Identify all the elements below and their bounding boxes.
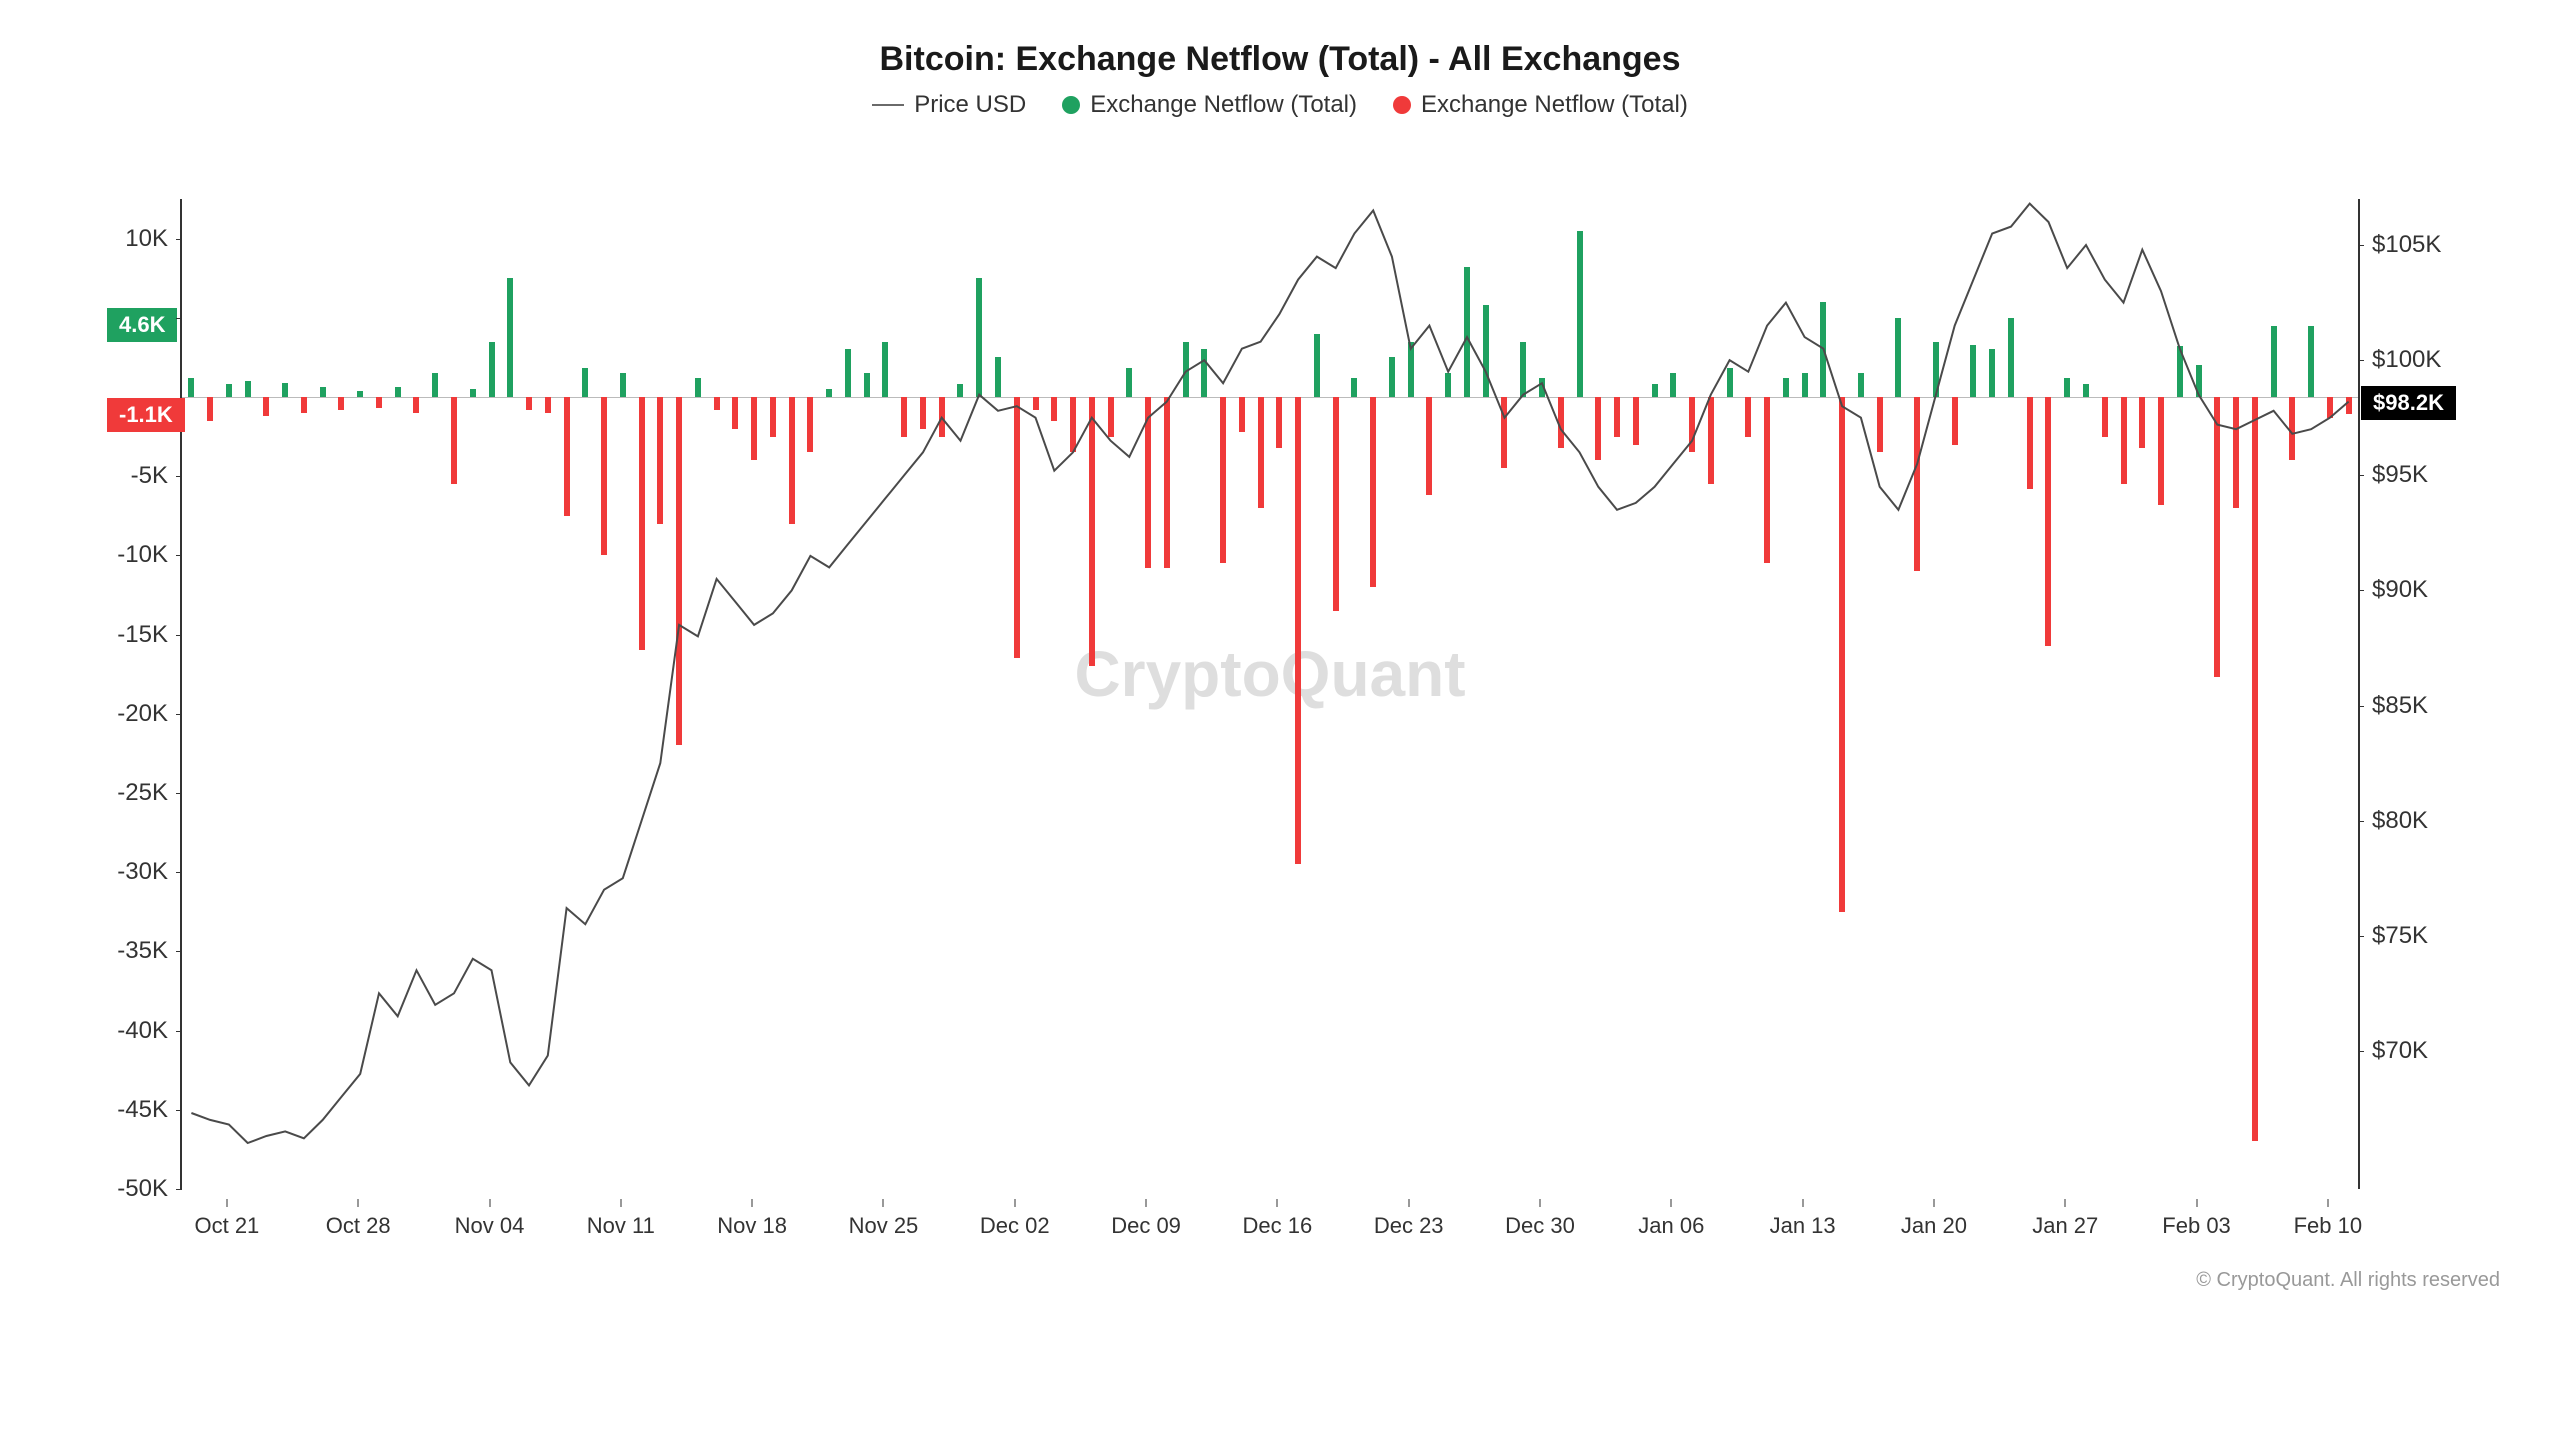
y-right-tick-mark — [2358, 706, 2364, 707]
legend-price-label: Price USD — [914, 91, 1026, 119]
chart-legend: Price USD Exchange Netflow (Total) Excha… — [60, 91, 2500, 119]
y-right-tick-label: $95K — [2372, 461, 2428, 489]
y-left-tick-label: -15K — [117, 621, 168, 649]
x-tick-label: Nov 18 — [717, 1213, 787, 1239]
y-right-tick-mark — [2358, 1051, 2364, 1052]
y-right-tick-label: $105K — [2372, 231, 2441, 259]
y-right-tick-label: $80K — [2372, 807, 2428, 835]
y-right-tick-mark — [2358, 360, 2364, 361]
x-tick-mark — [1671, 1199, 1672, 1207]
x-tick-label: Jan 06 — [1638, 1213, 1704, 1239]
y-left-tick-label: -30K — [117, 858, 168, 886]
chart-container: 10K -5K -10K -15K -20K -25K -30K -35K -40K -45K -5… — [70, 139, 2490, 1259]
legend-positive: Exchange Netflow (Total) — [1062, 91, 1357, 119]
y-left-tick-mark — [176, 951, 182, 952]
legend-negative: Exchange Netflow (Total) — [1393, 91, 1688, 119]
y-left-tick-mark — [176, 1110, 182, 1111]
y-left-tick-label: -40K — [117, 1017, 168, 1045]
y-left-tick-mark — [176, 635, 182, 636]
legend-price: Price USD — [872, 91, 1026, 119]
y-right-tick-mark — [2358, 475, 2364, 476]
x-tick-label: Dec 09 — [1111, 1213, 1181, 1239]
badge-netflow-negative: -1.1K — [107, 398, 185, 432]
x-tick-label: Feb 03 — [2162, 1213, 2231, 1239]
y-axis-left: 10K-5K-10K-15K-20K-25K-30K-35K-40K-45K-5… — [70, 199, 180, 1189]
x-tick-mark — [226, 1199, 227, 1207]
y-left-tick-mark — [176, 714, 182, 715]
y-right-tick-label: $70K — [2372, 1037, 2428, 1065]
x-tick-mark — [883, 1199, 884, 1207]
x-tick-mark — [2196, 1199, 2197, 1207]
y-right-tick-mark — [2358, 590, 2364, 591]
x-tick-label: Dec 16 — [1243, 1213, 1313, 1239]
y-left-tick-label: -10K — [117, 541, 168, 569]
x-tick-mark — [1014, 1199, 1015, 1207]
x-tick-label: Oct 28 — [326, 1213, 391, 1239]
x-tick-mark — [752, 1199, 753, 1207]
y-left-tick-mark — [176, 239, 182, 240]
legend-positive-label: Exchange Netflow (Total) — [1090, 91, 1357, 119]
y-left-tick-mark — [176, 1189, 182, 1190]
y-right-tick-label: $100K — [2372, 346, 2441, 374]
legend-dot-positive-icon — [1062, 96, 1080, 114]
legend-line-icon — [872, 104, 904, 106]
x-tick-label: Feb 10 — [2294, 1213, 2363, 1239]
y-right-tick-label: $75K — [2372, 922, 2428, 950]
x-axis: Oct 21 Oct 28 Nov 04 Nov 11 Nov 18 Nov 25 Dec … — [180, 1199, 2360, 1259]
y-left-tick-mark — [176, 476, 182, 477]
y-left-tick-mark — [176, 872, 182, 873]
x-tick-label: Dec 30 — [1505, 1213, 1575, 1239]
y-left-tick-mark — [176, 318, 182, 319]
y-left-tick-label: -50K — [117, 1175, 168, 1203]
y-left-tick-mark — [176, 1031, 182, 1032]
legend-negative-label: Exchange Netflow (Total) — [1421, 91, 1688, 119]
x-tick-label: Jan 20 — [1901, 1213, 1967, 1239]
x-tick-label: Jan 27 — [2032, 1213, 2098, 1239]
y-right-tick-label: $90K — [2372, 576, 2428, 604]
legend-dot-negative-icon — [1393, 96, 1411, 114]
x-tick-mark — [489, 1199, 490, 1207]
x-tick-mark — [1802, 1199, 1803, 1207]
x-tick-label: Dec 23 — [1374, 1213, 1444, 1239]
x-tick-mark — [1933, 1199, 1934, 1207]
x-tick-mark — [358, 1199, 359, 1207]
x-tick-label: Nov 04 — [455, 1213, 525, 1239]
x-tick-label: Jan 13 — [1770, 1213, 1836, 1239]
x-tick-label: Oct 21 — [194, 1213, 259, 1239]
chart-title: Bitcoin: Exchange Netflow (Total) - All … — [60, 40, 2500, 79]
x-tick-mark — [2327, 1199, 2328, 1207]
y-left-tick-label: -25K — [117, 779, 168, 807]
y-left-tick-label: -45K — [117, 1096, 168, 1124]
y-axis-right: $105K $100K $95K $90K $85K $80K $75K $70K — [2360, 199, 2490, 1189]
x-tick-mark — [1540, 1199, 1541, 1207]
x-tick-label: Nov 25 — [849, 1213, 919, 1239]
y-left-tick-mark — [176, 555, 182, 556]
price-line-svg — [182, 199, 2358, 1189]
x-tick-label: Dec 02 — [980, 1213, 1050, 1239]
y-left-tick-label: 10K — [125, 225, 168, 253]
y-right-tick-mark — [2358, 245, 2364, 246]
y-left-tick-label: -20K — [117, 700, 168, 728]
x-tick-mark — [620, 1199, 621, 1207]
badge-netflow-positive: 4.6K — [107, 308, 177, 342]
y-left-tick-label: -5K — [131, 462, 168, 490]
x-tick-mark — [1277, 1199, 1278, 1207]
y-left-tick-mark — [176, 793, 182, 794]
x-tick-mark — [1408, 1199, 1409, 1207]
plot-area: CryptoQuant 4.6K -1.1K $98.2K — [180, 199, 2360, 1189]
x-tick-label: Nov 11 — [587, 1213, 655, 1239]
price-path — [191, 204, 2348, 1143]
copyright: © CryptoQuant. All rights reserved — [60, 1269, 2500, 1292]
y-right-tick-mark — [2358, 821, 2364, 822]
x-tick-mark — [2065, 1199, 2066, 1207]
badge-current-price: $98.2K — [2361, 386, 2456, 420]
y-right-tick-mark — [2358, 936, 2364, 937]
y-right-tick-label: $85K — [2372, 692, 2428, 720]
y-left-tick-label: -35K — [117, 937, 168, 965]
x-tick-mark — [1146, 1199, 1147, 1207]
